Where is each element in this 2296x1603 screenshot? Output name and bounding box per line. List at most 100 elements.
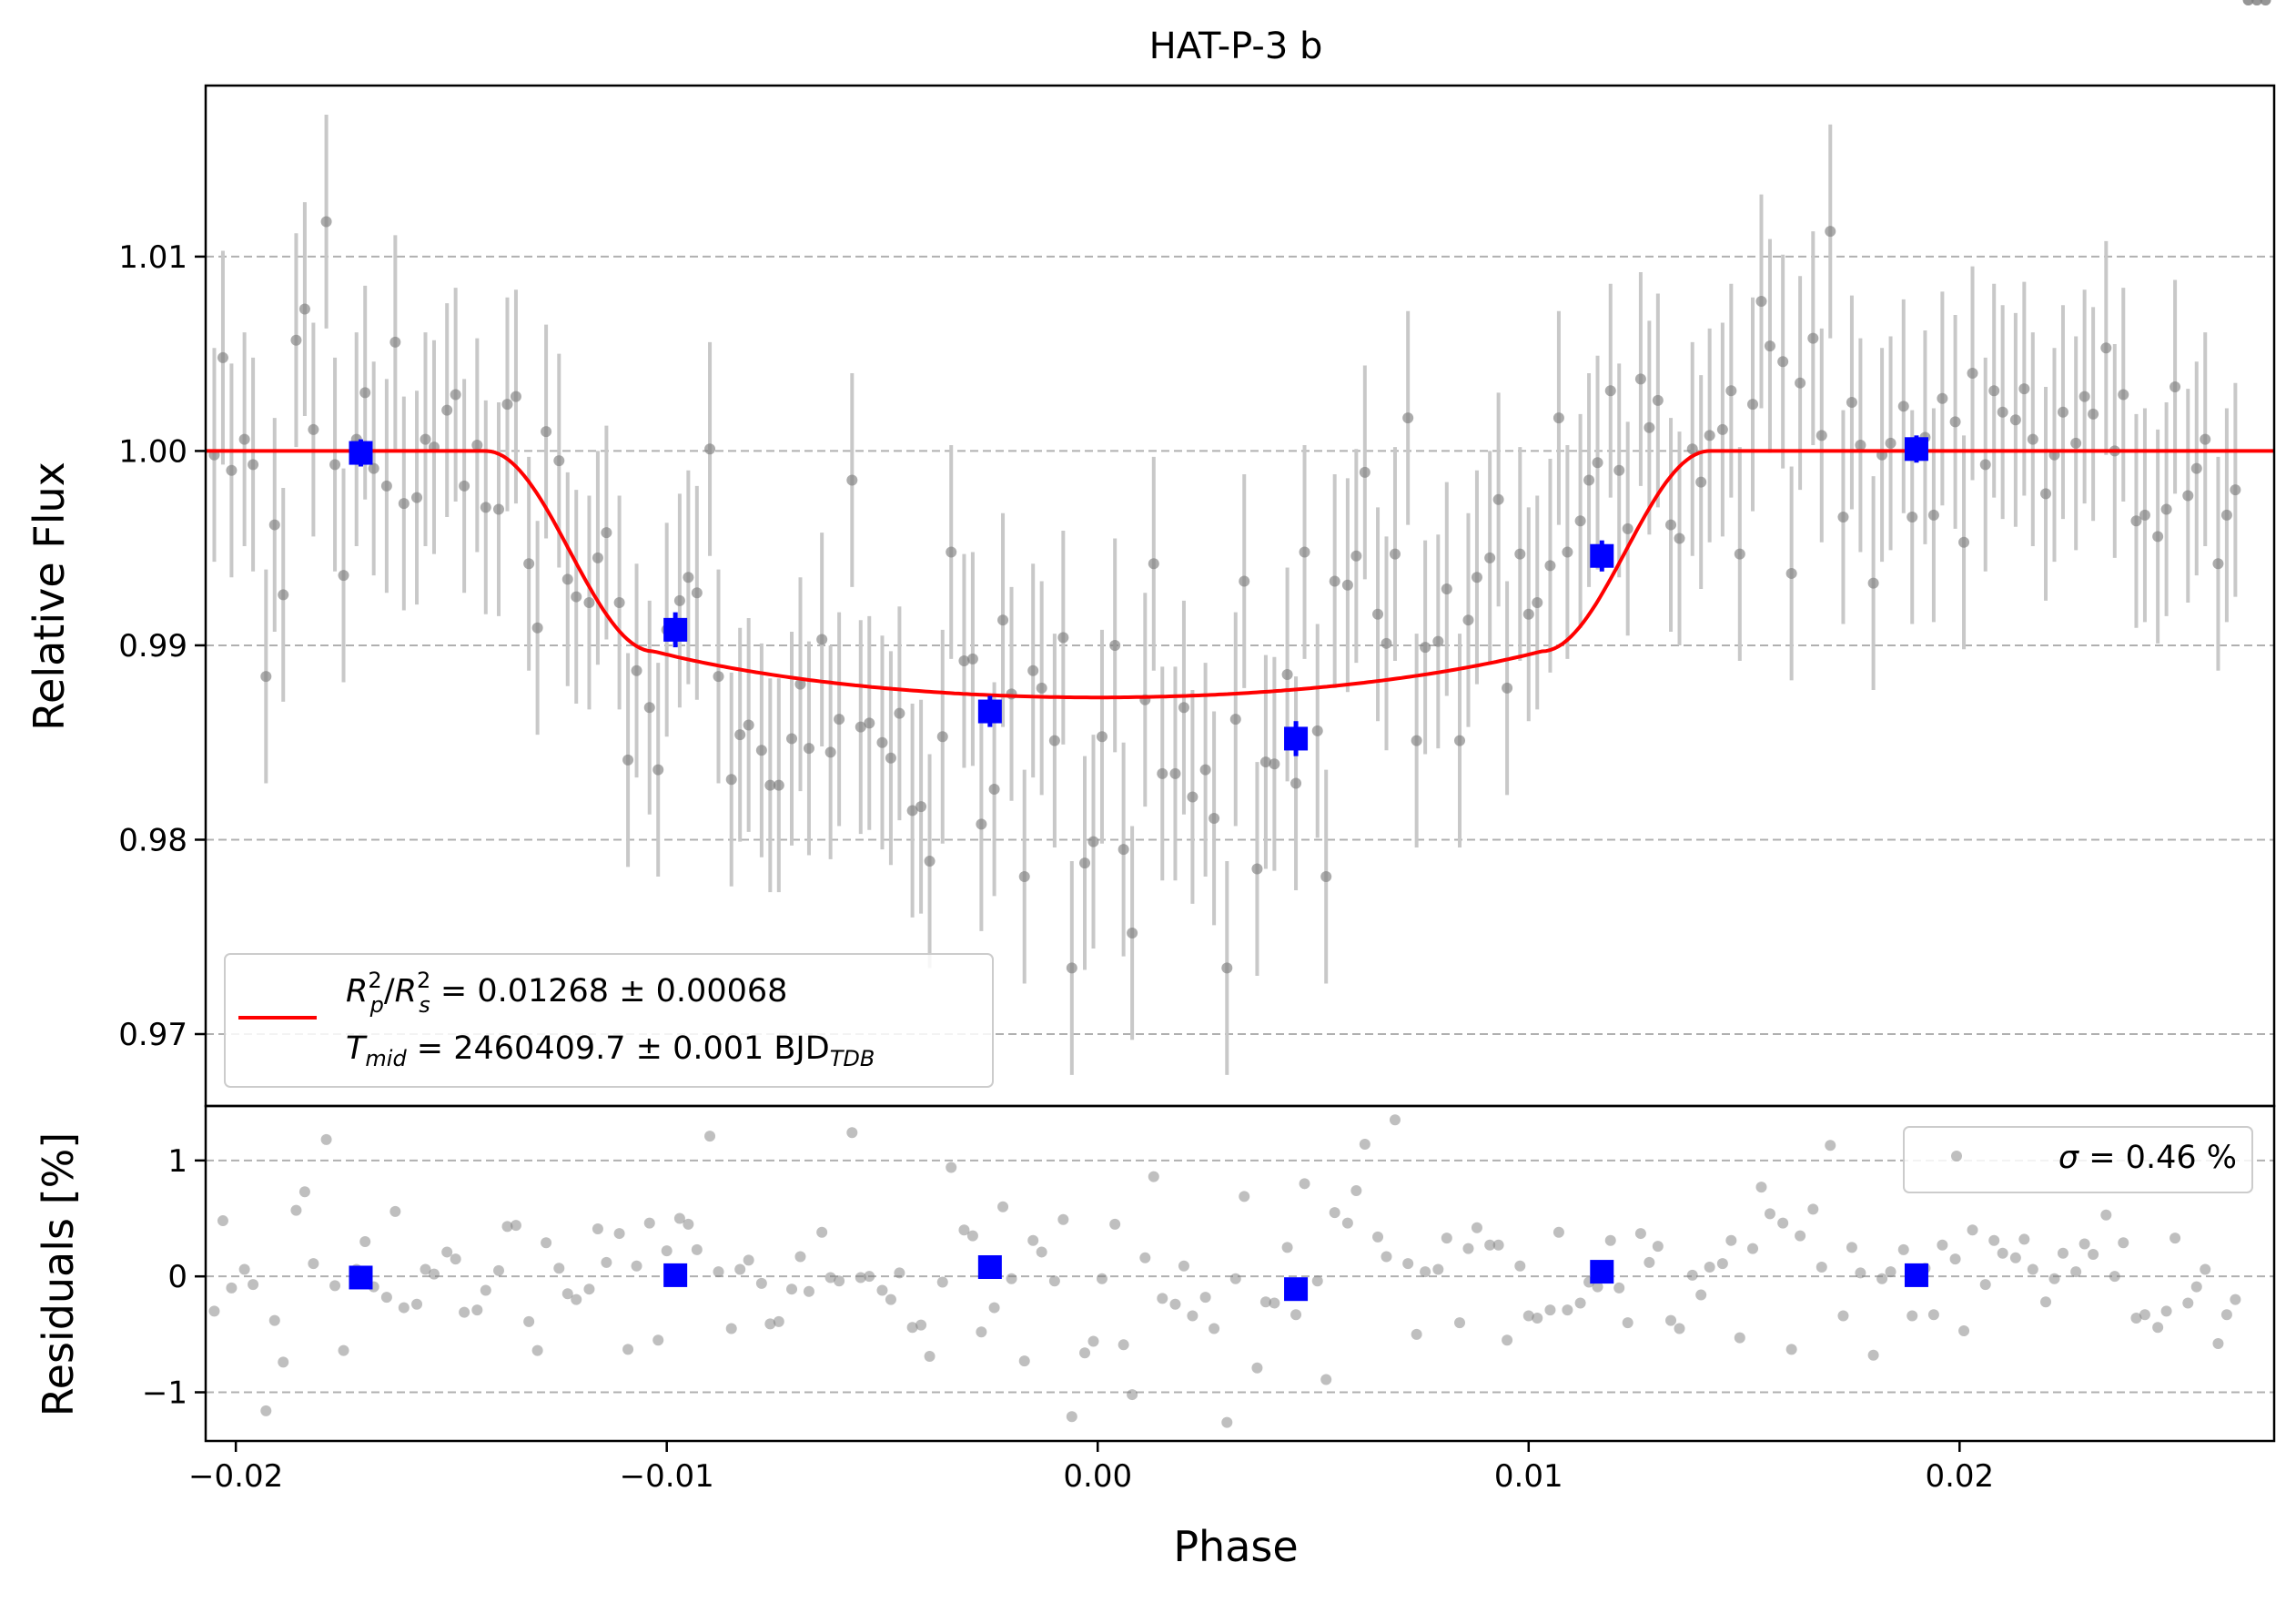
residual-raw-point: [1127, 1389, 1138, 1401]
residual-raw-point: [298, 1186, 310, 1198]
residual-raw-point: [1462, 1243, 1474, 1254]
residual-raw-point: [2057, 1247, 2068, 1259]
transit-raw-point: [755, 745, 767, 756]
residual-y-axis-label: Residuals [%]: [34, 1132, 83, 1416]
transit-raw-point: [2220, 509, 2232, 521]
residual-raw-point: [268, 1314, 280, 1326]
residual-binned-point: [1284, 1277, 1309, 1302]
transit-y-tick-label: 0.99: [118, 628, 187, 665]
transit-raw-point: [1087, 836, 1099, 847]
residual-raw-point: [2079, 1238, 2090, 1250]
residual-raw-point: [1592, 1281, 1603, 1293]
transit-raw-point: [864, 717, 875, 729]
transit-raw-point: [1221, 962, 1233, 974]
residual-raw-point: [1777, 1217, 1789, 1229]
transit-raw-point: [1686, 443, 1698, 455]
transit-raw-point: [1341, 579, 1353, 591]
residual-raw-point: [290, 1204, 302, 1216]
residual-raw-point: [2251, 0, 2263, 5]
residual-raw-point: [1825, 1140, 1836, 1152]
transit-legend: R2 p/R2 s = 0.01268 ± 0.00068 Tmid = 24604…: [224, 953, 994, 1088]
transit-y-tick-label: 1.01: [118, 239, 187, 276]
residual-raw-point: [1320, 1374, 1332, 1385]
residual-raw-point: [1644, 1256, 1655, 1268]
residual-raw-point: [1695, 1289, 1707, 1301]
transit-raw-point: [1209, 812, 1220, 824]
residual-raw-point: [691, 1243, 703, 1255]
transit-raw-point: [1755, 296, 1767, 308]
residual-raw-point: [338, 1344, 349, 1356]
transit-y-tick-label: 1.00: [118, 433, 187, 470]
transit-raw-point: [1937, 392, 1948, 404]
transit-raw-point: [1320, 871, 1332, 883]
residual-raw-point: [1350, 1184, 1362, 1196]
residual-raw-point: [238, 1263, 250, 1275]
transit-raw-point: [1855, 440, 1866, 451]
transit-raw-point: [1372, 608, 1384, 620]
residual-raw-point: [1221, 1416, 1233, 1428]
transit-raw-point: [643, 702, 655, 714]
residual-raw-point: [1329, 1207, 1340, 1219]
residual-raw-point: [1420, 1266, 1431, 1278]
transit-raw-point: [1269, 758, 1280, 770]
transit-binned-point: [1590, 543, 1614, 568]
residual-y-tick-label: −1: [142, 1375, 187, 1412]
transit-raw-point: [1522, 608, 1534, 620]
transit-raw-point: [1604, 385, 1616, 397]
transit-raw-point: [420, 433, 431, 445]
residual-raw-point: [794, 1251, 806, 1263]
transit-raw-point: [915, 801, 927, 813]
residual-raw-point: [1553, 1226, 1564, 1238]
residual-raw-point: [966, 1230, 978, 1242]
transit-raw-point: [1514, 548, 1526, 560]
residual-raw-point: [876, 1284, 888, 1296]
x-tick-label: 0.02: [1925, 1458, 1994, 1495]
residual-raw-point: [1604, 1234, 1616, 1246]
transit-raw-point: [1454, 735, 1466, 746]
residual-raw-point: [2170, 1233, 2181, 1244]
residual-raw-point: [278, 1356, 289, 1368]
transit-raw-point: [510, 391, 521, 402]
residual-raw-point: [260, 1405, 272, 1416]
residual-raw-point: [1876, 1273, 1888, 1284]
transit-raw-point: [1148, 558, 1159, 570]
residual-raw-point: [1764, 1208, 1775, 1220]
residual-raw-point: [622, 1344, 634, 1355]
residual-raw-point: [1622, 1317, 1633, 1329]
residual-y-tick-label: 1: [167, 1143, 187, 1180]
residual-raw-point: [450, 1253, 461, 1265]
residual-raw-point: [1048, 1275, 1060, 1287]
transit-raw-point: [1785, 567, 1797, 579]
transit-raw-point: [1583, 474, 1595, 486]
transit-raw-point: [531, 622, 543, 634]
residual-raw-point: [734, 1263, 746, 1275]
residual-binned-point: [349, 1265, 373, 1290]
residual-raw-point: [1057, 1213, 1069, 1225]
residual-y-tick-label: 0: [167, 1259, 187, 1295]
residual-raw-point: [906, 1322, 918, 1334]
transit-raw-point: [1492, 493, 1504, 505]
residual-raw-point: [2182, 1297, 2194, 1309]
transit-raw-point: [1885, 437, 1896, 449]
transit-raw-point: [1471, 572, 1482, 583]
transit-raw-point: [329, 459, 341, 471]
residual-raw-point: [1734, 1332, 1745, 1344]
residual-raw-point: [1157, 1293, 1168, 1304]
residual-raw-point: [480, 1284, 491, 1296]
transit-raw-point: [359, 387, 371, 399]
transit-raw-point: [308, 423, 319, 435]
transit-legend-box: [224, 953, 994, 1088]
transit-raw-point: [398, 498, 410, 510]
transit-raw-point: [1958, 536, 1970, 548]
residual-raw-point: [2220, 1309, 2232, 1321]
transit-raw-point: [1109, 639, 1121, 651]
residual-raw-point: [2130, 1313, 2142, 1324]
transit-raw-point: [592, 552, 603, 563]
transit-raw-point: [1807, 332, 1819, 344]
residual-raw-point: [997, 1201, 1009, 1212]
transit-raw-point: [1048, 735, 1060, 746]
residual-raw-point: [501, 1221, 513, 1233]
residual-raw-point: [2139, 1309, 2150, 1321]
transit-raw-point: [601, 527, 612, 539]
residual-raw-point: [1502, 1334, 1513, 1346]
